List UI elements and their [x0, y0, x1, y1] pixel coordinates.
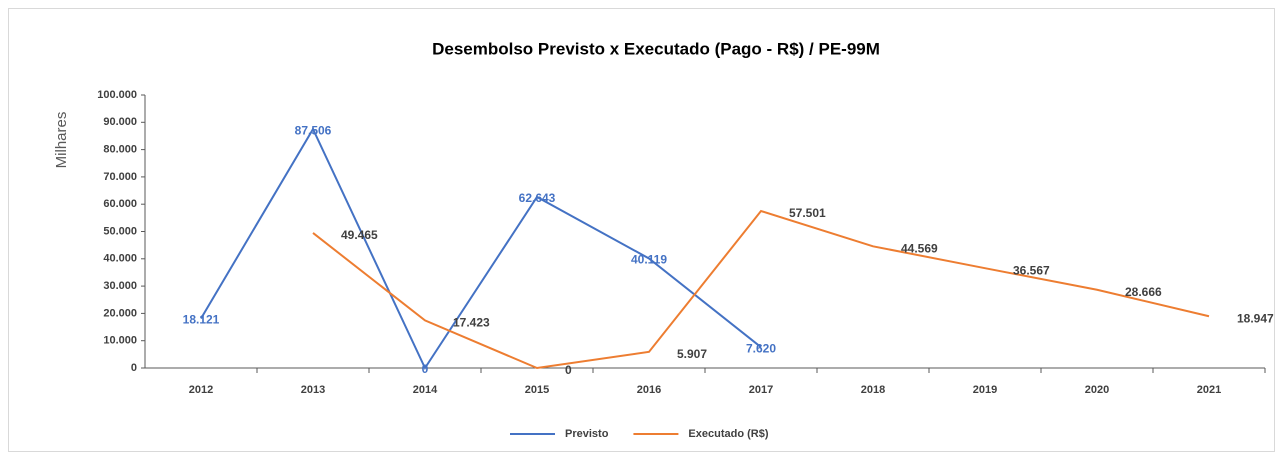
x-tick-label: 2014: [413, 384, 438, 396]
data-label: 0: [565, 363, 572, 377]
x-tick-label: 2021: [1197, 384, 1221, 396]
data-label: 18.121: [183, 313, 220, 327]
x-tick-label: 2012: [189, 384, 213, 396]
data-label: 28.666: [1125, 285, 1162, 299]
x-tick-label: 2018: [861, 384, 885, 396]
x-tick-label: 2013: [301, 384, 325, 396]
data-label: 0: [422, 362, 429, 376]
chart-frame: [8, 8, 1275, 452]
series-line: [312, 209, 1210, 370]
y-tick-label: 60.000: [103, 198, 137, 210]
y-tick-label: 50.000: [103, 225, 137, 237]
x-tick-label: 2019: [973, 384, 997, 396]
data-label: 44.569: [901, 241, 938, 255]
data-label: 57.501: [789, 206, 826, 220]
y-axis-title: Milhares: [53, 112, 70, 169]
data-label: 40.119: [631, 253, 667, 267]
y-tick-label: 30.000: [103, 280, 137, 292]
y-tick-label: 20.000: [103, 307, 137, 319]
data-label: 36.567: [1013, 263, 1050, 277]
y-tick-label: 40.000: [103, 253, 137, 265]
y-tick-label: 0: [131, 362, 137, 374]
legend-label: Previsto: [565, 428, 609, 440]
data-label: 62.643: [519, 191, 556, 205]
chart-title: Desembolso Previsto x Executado (Pago - …: [432, 39, 880, 58]
y-tick-label: 100.000: [97, 89, 137, 101]
x-tick-label: 2015: [525, 384, 549, 396]
data-label: 49.465: [341, 228, 378, 242]
data-label: 17.423: [453, 316, 490, 330]
y-tick-label: 80.000: [103, 144, 137, 156]
data-label: 7.620: [746, 341, 776, 355]
y-tick-label: 70.000: [103, 171, 137, 183]
series-line: [200, 126, 762, 371]
x-tick-label: 2016: [637, 384, 661, 396]
x-tick-label: 2017: [749, 384, 773, 396]
data-label: 5.907: [677, 347, 707, 361]
legend-label: Executado (R$): [688, 428, 768, 440]
data-label: 18.947: [1237, 311, 1274, 325]
y-tick-label: 90.000: [103, 116, 137, 128]
y-tick-label: 10.000: [103, 335, 137, 347]
data-label: 87.506: [295, 123, 332, 137]
x-tick-label: 2020: [1085, 384, 1109, 396]
